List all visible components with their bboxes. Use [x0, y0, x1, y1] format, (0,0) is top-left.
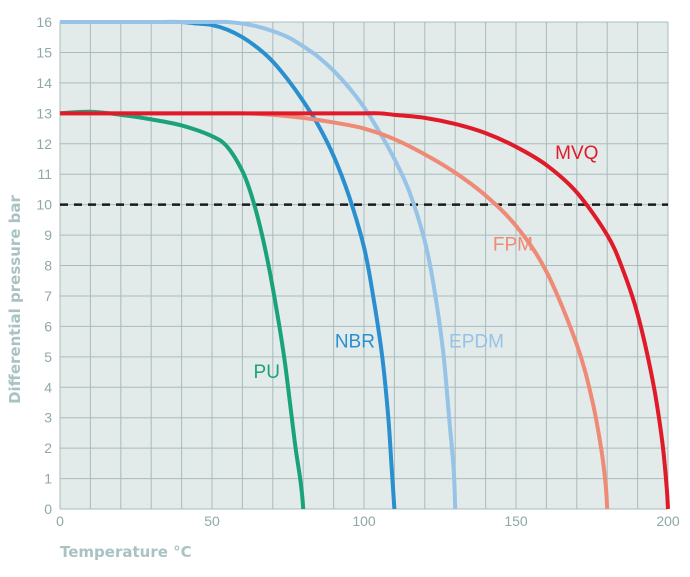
series-line-mvq — [60, 111, 670, 510]
series-label-mvq: MVQ — [555, 143, 598, 164]
x-axis-title: Temperature °C — [60, 543, 192, 561]
y-tick-label: 2 — [44, 440, 52, 456]
series-labels: PU NBR EPDM FPM MVQ — [254, 143, 599, 383]
x-tick-label: 200 — [656, 513, 680, 529]
series-line-pu — [59, 109, 306, 510]
y-tick-label: 1 — [44, 471, 52, 487]
series-label-fpm: FPM — [493, 234, 533, 255]
x-tick-label: 150 — [504, 513, 528, 529]
y-tick-label: 4 — [44, 379, 52, 395]
x-tick-label: 50 — [204, 513, 220, 529]
y-tick-label: 8 — [44, 258, 52, 274]
y-tick-label: 10 — [36, 197, 52, 213]
series-label-nbr: NBR — [335, 332, 375, 353]
series-label-epdm: EPDM — [449, 332, 504, 353]
series-lines — [59, 19, 670, 510]
y-tick-label: 0 — [44, 501, 52, 517]
series-label-pu: PU — [254, 362, 280, 383]
y-tick-label: 16 — [36, 14, 52, 30]
x-tick-label: 0 — [56, 513, 64, 529]
y-tick-label: 6 — [44, 318, 52, 334]
y-tick-label: 13 — [36, 105, 52, 121]
series-line-epdm — [59, 19, 458, 510]
x-tick-label: 100 — [352, 513, 376, 529]
y-tick-label: 9 — [44, 227, 52, 243]
y-tick-label: 5 — [44, 349, 52, 365]
y-tick-label: 15 — [36, 44, 52, 60]
y-tick-label: 3 — [44, 410, 52, 426]
y-tick-label: 11 — [37, 166, 52, 182]
y-tick-label: 7 — [44, 288, 52, 304]
y-tick-label: 12 — [36, 136, 52, 152]
y-tick-label: 14 — [36, 75, 52, 91]
grid — [59, 21, 669, 510]
y-axis-title: Differential pressure bar — [6, 194, 24, 403]
x-tick-labels: 0 50 100 150 200 — [56, 513, 680, 529]
